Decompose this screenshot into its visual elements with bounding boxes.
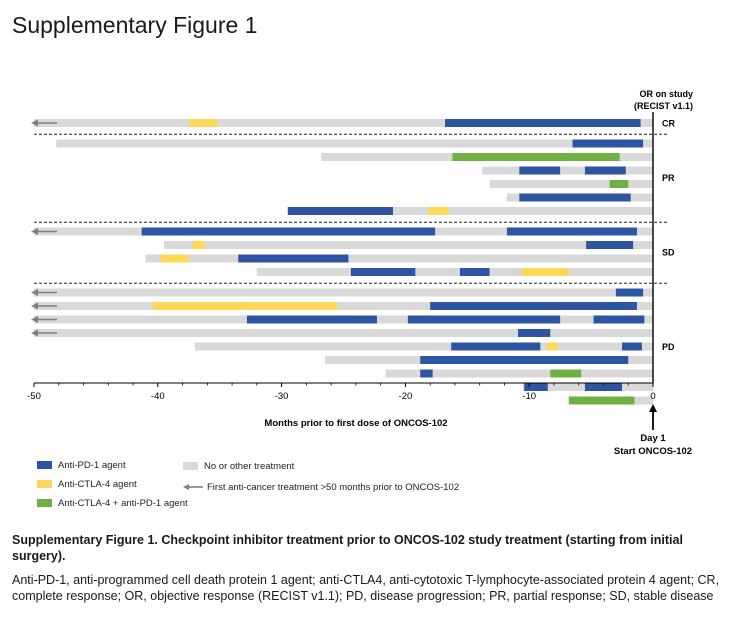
arrow-head-icon [31, 119, 38, 127]
row-background-bar [34, 288, 653, 297]
legend-ctla4: Anti-CTLA-4 agent [37, 479, 137, 490]
x-tick-label: -10 [522, 391, 536, 402]
treatment-bar-pd1 [459, 268, 490, 276]
arrow-head-icon [31, 289, 38, 296]
treatment-bar-pd1 [141, 227, 436, 236]
treatment-bar-pd1 [430, 302, 637, 310]
treatment-bar-combo [568, 396, 635, 405]
treatment-bar-pd1 [420, 356, 629, 364]
x-tick-label: -40 [151, 391, 165, 402]
caption-body: Anti-PD-1, anti-programmed cell death pr… [12, 573, 720, 603]
treatment-bar-pd1 [584, 383, 623, 391]
row-background-bar [56, 139, 654, 148]
treatment-bar-pd1 [519, 193, 631, 202]
x-tick-label: -20 [399, 391, 413, 402]
treatment-bar-pd1 [572, 139, 644, 148]
legend-swatch-ctla4 [37, 480, 52, 489]
treatment-bar-pd1 [518, 329, 551, 337]
treatment-bar-pd1 [584, 166, 626, 175]
treatment-bar-pd1 [615, 288, 644, 297]
gantt-chart: OR on study (RECIST v1.1) CR PR SD PD -50 -40 -3… [27, 89, 694, 457]
legend-label-ctla4: Anti-CTLA-4 agent [58, 479, 137, 490]
treatment-bar-pd1 [445, 119, 641, 127]
row-background-bar [385, 369, 653, 378]
row-background-bar [34, 329, 653, 337]
legend-arrow: First anti-cancer treatment >50 months p… [183, 482, 459, 493]
treatment-bar-ctla4 [160, 254, 189, 263]
group-label-cr: CR [662, 119, 675, 129]
treatment-bar-pd1 [420, 369, 433, 378]
treatment-bar-pd1 [407, 315, 561, 324]
row-background-bar [489, 180, 653, 188]
arrow-head-icon [31, 316, 38, 323]
group-label-pd: PD [662, 342, 675, 352]
legend-label-pd1: Anti-PD-1 agent [58, 460, 126, 471]
treatment-bar-pd1 [586, 241, 634, 249]
row-background-bar [163, 241, 654, 249]
legend-none: No or other treatment [183, 461, 294, 472]
treatment-bar-pd1 [246, 315, 377, 324]
legend-swatch-none [183, 462, 198, 471]
treatment-bar-pd1 [238, 254, 349, 263]
row-background-bar [482, 166, 653, 175]
treatment-bar-pd1 [519, 166, 561, 175]
group-label-pr: PR [662, 173, 675, 183]
legend-swatch-combo [37, 499, 52, 508]
legend-combo: Anti-CTLA-4 + anti-PD-1 agent [37, 498, 188, 509]
legend-swatch-pd1 [37, 461, 52, 470]
arrow-head-icon [31, 228, 38, 235]
figure-title: Supplementary Figure 1 [12, 12, 258, 38]
row-background-bar [287, 207, 653, 215]
legend-label-none: No or other treatment [204, 461, 295, 472]
row-background-bar [194, 342, 653, 351]
treatment-bar-ctla4 [427, 207, 449, 215]
treatment-bar-pd1 [506, 227, 637, 236]
response-header-line1: OR on study [640, 89, 694, 99]
treatment-bar-ctla4 [192, 241, 205, 249]
day1-label: Day 1 [640, 433, 666, 444]
treatment-bar-pd1 [350, 268, 416, 276]
treatment-bar-combo [550, 369, 582, 378]
x-axis-title: Months prior to first dose of ONCOS-102 [264, 418, 447, 429]
row-background-bar [145, 254, 654, 263]
treatment-bar-combo [609, 180, 629, 188]
x-tick-label: 0 [650, 391, 655, 402]
arrow-up-icon [649, 404, 657, 412]
x-tick-label: -50 [27, 391, 41, 402]
treatment-bar-pd1 [287, 207, 394, 215]
day1-sublabel: Start ONCOS-102 [614, 446, 692, 457]
treatment-bar-ctla4 [546, 342, 558, 351]
legend-label-arrow: First anti-cancer treatment >50 months p… [207, 482, 460, 493]
row-background-bar [34, 119, 653, 127]
response-header-line2: (RECIST v1.1) [634, 101, 693, 111]
treatment-bar-pd1 [524, 383, 548, 391]
arrow-head-icon [31, 329, 38, 337]
treatment-bar-ctla4 [152, 302, 338, 310]
legend-pd1: Anti-PD-1 agent [37, 460, 126, 471]
treatment-bar-combo [452, 153, 620, 161]
arrow-left-icon [183, 484, 203, 491]
treatment-bar-pd1 [451, 342, 541, 351]
treatment-bar-pd1 [622, 342, 642, 351]
treatment-bar-pd1 [593, 315, 645, 324]
row-background-bar [34, 302, 653, 310]
legend-label-combo: Anti-CTLA-4 + anti-PD-1 agent [58, 498, 188, 509]
treatment-bar-ctla4 [188, 119, 218, 127]
arrow-head-icon [31, 302, 38, 310]
caption-title: Supplementary Figure 1. Checkpoint inhib… [12, 533, 683, 563]
x-tick-label: -30 [275, 391, 289, 402]
group-label-sd: SD [662, 247, 675, 257]
row-background-bar [256, 268, 653, 276]
treatment-bar-ctla4 [521, 268, 569, 276]
